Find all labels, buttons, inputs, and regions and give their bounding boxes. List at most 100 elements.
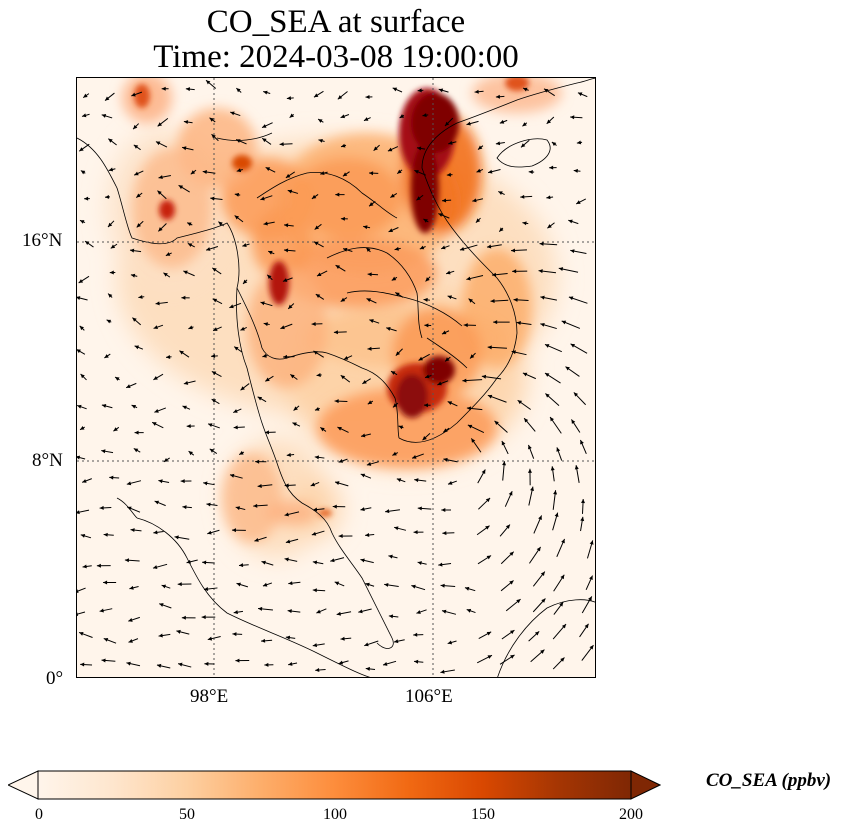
- wind-vector-head: [413, 632, 418, 637]
- wind-vector-head: [284, 223, 289, 228]
- wind-vector-head: [391, 276, 397, 281]
- wind-vector-head: [392, 403, 398, 408]
- coastlines: [77, 78, 595, 677]
- wind-vector-head: [101, 114, 107, 118]
- wind-vector-head: [77, 296, 81, 300]
- wind-vector-head: [268, 250, 273, 255]
- colorbar-tick-150: 150: [471, 806, 495, 823]
- wind-vector-head: [314, 455, 320, 460]
- wind-vector-head: [152, 422, 157, 426]
- wind-vector: [77, 611, 86, 615]
- wind-vector-head: [154, 500, 160, 505]
- wind-vector-head: [290, 374, 295, 379]
- wind-vectors: [77, 79, 594, 674]
- wind-vector-head: [330, 558, 335, 563]
- wind-vector-head: [230, 111, 235, 116]
- wind-vector-head: [523, 87, 528, 92]
- wind-vector-head: [108, 138, 113, 143]
- wind-vector-head: [437, 381, 442, 386]
- wind-vector-head: [539, 241, 544, 246]
- wind-vector-head: [287, 189, 293, 194]
- wind-vector-head: [447, 401, 453, 405]
- wind-vector-head: [83, 93, 88, 98]
- wind-vector-head: [459, 246, 465, 251]
- wind-vector-head: [101, 658, 106, 663]
- wind-vector-head: [365, 582, 370, 587]
- wind-vector-head: [362, 379, 367, 384]
- wind-vector-head: [486, 555, 492, 560]
- wind-vector-head: [485, 525, 490, 530]
- wind-vector-head: [235, 506, 241, 511]
- wind-vector-head: [477, 145, 483, 150]
- wind-vector-head: [561, 320, 567, 325]
- wind-vector-head: [201, 615, 206, 620]
- wind-vector-head: [547, 224, 552, 229]
- wind-vector-head: [418, 356, 424, 361]
- wind-vector-head: [262, 124, 267, 128]
- wind-vector-head: [129, 585, 134, 590]
- colorbar: [8, 770, 661, 800]
- wind-vector-head: [363, 117, 369, 121]
- wind-vector-head: [487, 244, 492, 249]
- wind-vector-head: [527, 468, 532, 473]
- wind-vector-head: [365, 94, 370, 99]
- wind-vector-head: [573, 392, 579, 397]
- wind-vector-head: [211, 134, 216, 139]
- wind-vector-head: [361, 433, 366, 438]
- wind-vector-head: [218, 221, 223, 226]
- wind-vector-head: [522, 372, 528, 377]
- wind-vector-head: [253, 503, 258, 508]
- wind-vector-head: [190, 170, 196, 175]
- wind-vector-head: [187, 243, 193, 248]
- wind-vector-head: [126, 661, 131, 666]
- wind-vector-head: [474, 89, 479, 94]
- wind-vector-head: [373, 146, 378, 151]
- wind-vector-head: [288, 304, 293, 309]
- wind-vector-head: [511, 350, 516, 355]
- wind-vector-head: [468, 298, 473, 303]
- wind-vector-head: [316, 373, 321, 377]
- wind-vector-head: [165, 252, 171, 256]
- wind-vector-head: [510, 248, 516, 253]
- wind-vector-head: [580, 516, 585, 522]
- wind-vector-head: [153, 530, 158, 535]
- wind-vector-head: [313, 93, 319, 98]
- wind-vector-head: [108, 167, 114, 172]
- wind-vector-head: [360, 507, 365, 512]
- wind-vector-head: [366, 298, 372, 302]
- wind-vector-head: [395, 292, 400, 297]
- wind-vector-head: [341, 143, 346, 148]
- wind-vector-head: [530, 486, 535, 491]
- wind-vector-head: [481, 374, 487, 379]
- colorbar-tick-50: 50: [179, 806, 195, 823]
- wind-vector-head: [136, 223, 141, 228]
- wind-vector-head: [577, 92, 583, 97]
- wind-vector-head: [501, 440, 506, 446]
- wind-vector-head: [528, 444, 532, 450]
- wind-vector-head: [522, 221, 527, 226]
- wind-vector-head: [158, 227, 163, 232]
- wind-vector-head: [540, 571, 545, 576]
- wind-vector-head: [336, 611, 341, 616]
- wind-vector-head: [320, 427, 325, 432]
- wind-vector-head: [240, 326, 245, 331]
- wind-vector-head: [516, 321, 521, 325]
- wind-vector-head: [481, 469, 486, 474]
- wind-vector-head: [263, 221, 268, 226]
- wind-vector-head: [333, 330, 338, 335]
- wind-vector-head: [545, 393, 550, 398]
- wind-vector-head: [487, 394, 493, 399]
- wind-vector-head: [188, 325, 193, 330]
- wind-vector-head: [581, 498, 586, 504]
- gridlines: [77, 78, 595, 677]
- wind-vector-head: [99, 608, 104, 613]
- wind-vector-head: [396, 478, 402, 483]
- wind-vector-head: [516, 599, 521, 604]
- wind-vector-head: [466, 608, 472, 613]
- colorbar-gradient: [37, 770, 632, 800]
- wind-vector-head: [110, 244, 116, 249]
- wind-vector-head: [80, 426, 85, 430]
- wind-vector-head: [80, 170, 86, 175]
- wind-vector-head: [177, 582, 182, 587]
- wind-vector-head: [513, 297, 518, 302]
